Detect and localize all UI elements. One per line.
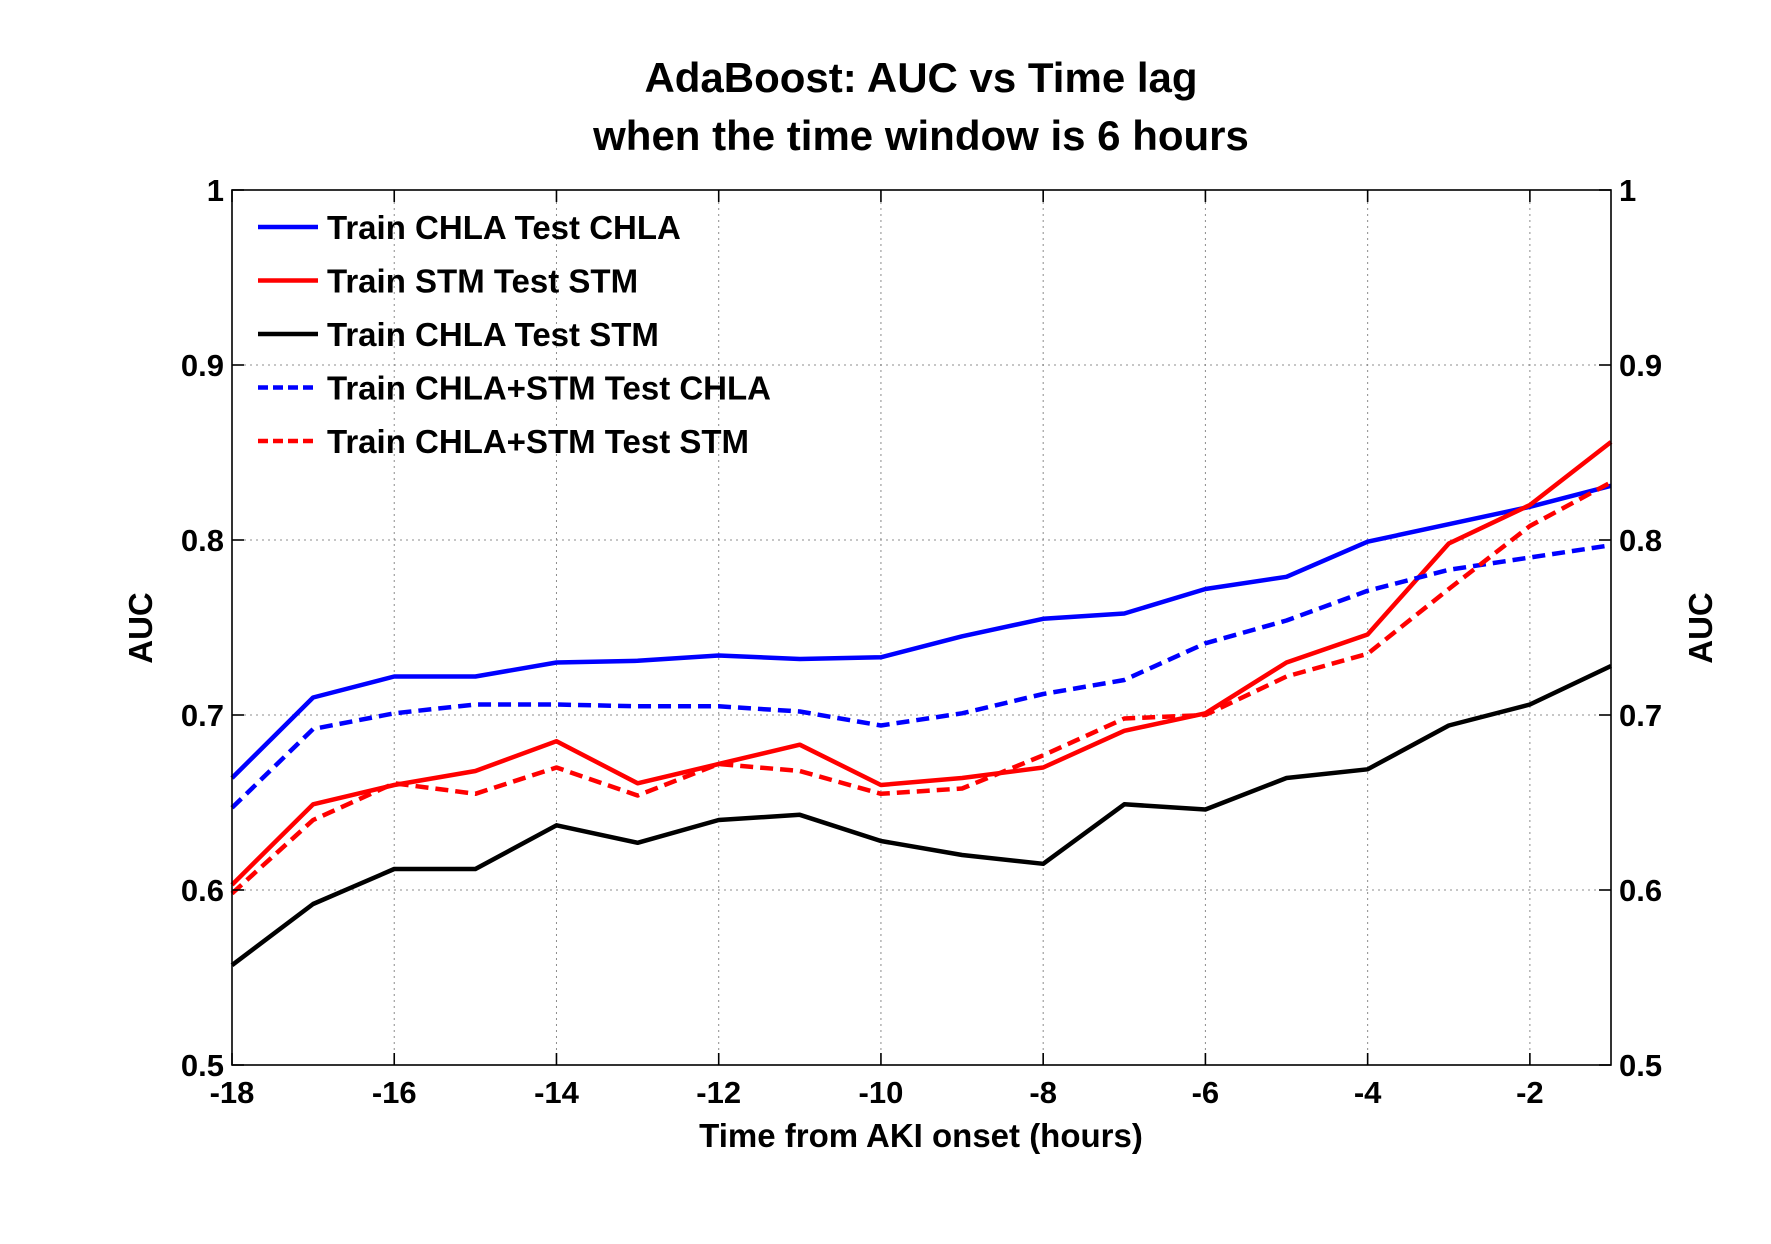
grid [232,190,1611,1065]
legend-item: Train CHLA+STM Test STM [258,423,749,460]
plot-frame [231,189,1612,1066]
y-tick-label-right: 0.7 [1619,698,1662,733]
series-lines [230,440,1613,967]
x-tick-label: -4 [1354,1075,1382,1110]
series-line-3 [230,663,1612,967]
x-tick-label: -10 [859,1075,904,1110]
x-tick-label: -18 [210,1075,255,1110]
legend-item: Train CHLA Test CHLA [258,209,681,246]
series-line-1 [230,483,1612,780]
axis-ticks [231,189,1611,1066]
y-tick-labels-left: 0.5 0.6 0.7 0.8 0.9 1 [181,173,224,1083]
x-axis-label: Time from AKI onset (hours) [699,1117,1143,1154]
x-tick-label: -16 [372,1075,417,1110]
x-tick-label: -2 [1516,1075,1544,1110]
x-tick-label: -12 [696,1075,741,1110]
legend: Train CHLA Test CHLA Train STM Test STM Tr… [258,209,771,460]
x-tick-label: -8 [1029,1075,1057,1110]
y-tick-label-left: 1 [207,173,224,208]
y-tick-label-left: 0.8 [181,523,224,558]
y-tick-label-left: 0.9 [181,348,224,383]
y-tick-label-right: 1 [1619,173,1636,208]
legend-label: Train CHLA Test STM [327,316,659,353]
y-tick-label-right: 0.5 [1619,1048,1662,1083]
y-axis-label-right: AUC [1682,592,1719,664]
y-tick-label-right: 0.6 [1619,873,1662,908]
x-tick-label: -14 [534,1075,580,1110]
legend-item: Train CHLA Test STM [258,316,659,353]
legend-label: Train STM Test STM [327,263,638,300]
y-tick-label-left: 0.6 [181,873,224,908]
legend-item: Train STM Test STM [258,263,638,300]
chart-title-line-2: when the time window is 6 hours [592,112,1249,159]
series-line-4 [230,542,1612,810]
y-tick-label-left: 0.7 [181,698,224,733]
legend-item: Train CHLA+STM Test CHLA [258,370,771,407]
y-axis-label-left: AUC [122,592,159,664]
chart-title: AdaBoost: AUC vs Time lag when the time … [592,54,1249,159]
chart-title-line-1: AdaBoost: AUC vs Time lag [644,54,1197,101]
legend-label: Train CHLA+STM Test CHLA [327,370,771,407]
x-tick-label: -6 [1192,1075,1220,1110]
y-tick-label-right: 0.9 [1619,348,1662,383]
legend-label: Train CHLA Test CHLA [327,209,681,246]
series-line-5 [230,480,1613,896]
legend-label: Train CHLA+STM Test STM [327,423,749,460]
series-line-2 [230,440,1613,887]
y-tick-labels-right: 0.5 0.6 0.7 0.8 0.9 1 [1619,173,1662,1083]
y-tick-label-right: 0.8 [1619,523,1662,558]
y-tick-label-left: 0.5 [181,1048,224,1083]
x-tick-labels: -18 -16 -14 -12 -10 -8 -6 -4 -2 [210,1075,1544,1110]
